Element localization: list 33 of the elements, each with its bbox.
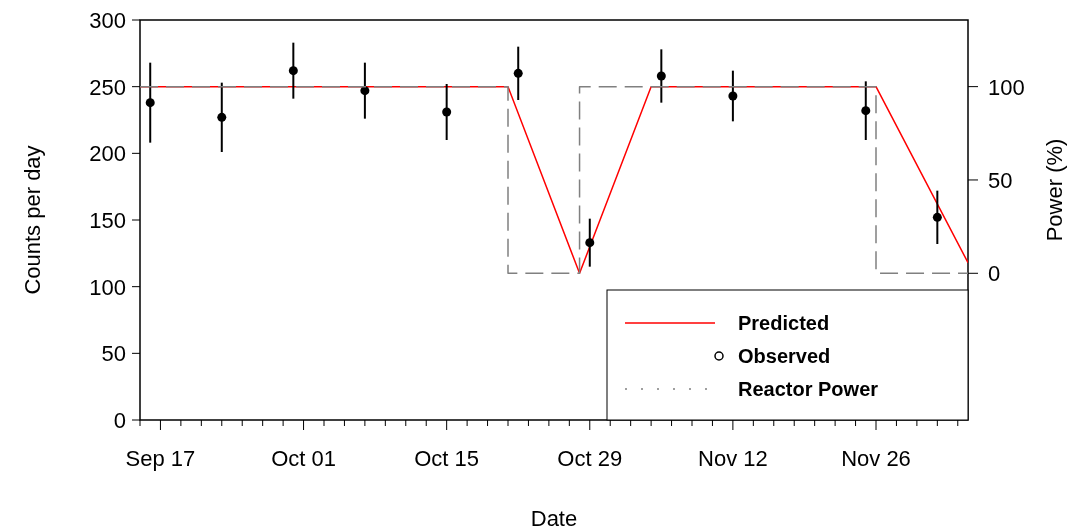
- x-tick-label: Sep 17: [125, 446, 196, 471]
- y2-tick-label: 0: [988, 261, 1001, 287]
- legend-label: Observed: [738, 345, 831, 367]
- y-tick-label: 150: [89, 208, 126, 233]
- y-tick-label: 100: [89, 274, 126, 300]
- legend-label: Reactor Power: [738, 378, 879, 400]
- x-tick-label: Oct 15: [414, 446, 480, 471]
- point: [932, 212, 942, 222]
- x-tick-label: Nov 26: [841, 446, 911, 471]
- legend-label: Predicted: [738, 312, 830, 334]
- y2-axis-title: Power (%): [1042, 138, 1067, 242]
- x-tick-label: Nov 12: [698, 446, 768, 471]
- y-tick-label: 250: [89, 74, 126, 100]
- y-tick-label: 0: [113, 408, 126, 433]
- point: [585, 238, 595, 248]
- point: [861, 106, 871, 116]
- y-tick-label: 300: [89, 8, 126, 33]
- y-tick-label: 200: [89, 141, 126, 167]
- point: [442, 107, 452, 117]
- point: [217, 112, 227, 122]
- point: [288, 66, 298, 76]
- y2-tick-label: 100: [988, 74, 1025, 100]
- y2-tick-label: 50: [988, 167, 1013, 193]
- point: [360, 86, 370, 96]
- x-tick-label: Oct 01: [271, 446, 336, 471]
- point: [145, 98, 155, 108]
- point: [513, 68, 523, 78]
- x-axis-title: Date: [530, 506, 578, 531]
- point: [728, 91, 738, 101]
- point: [656, 71, 666, 81]
- y-axis-title: Counts per day: [20, 145, 45, 295]
- x-tick-label: Oct 29: [557, 446, 623, 471]
- y-tick-label: 50: [101, 341, 126, 367]
